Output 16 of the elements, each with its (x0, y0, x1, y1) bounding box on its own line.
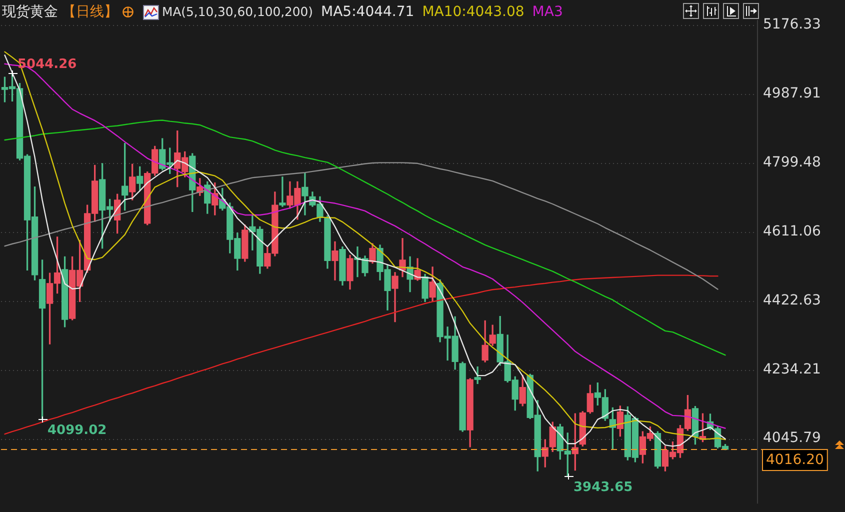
text: MA5:4044.71 (321, 3, 414, 21)
text: 3943.65 (574, 480, 633, 495)
y-tick-label: 4611.06 (763, 223, 821, 240)
text: MA10:4043.08 (422, 3, 524, 21)
text: MA3 (532, 3, 563, 21)
chart-title: 现货黄金 (2, 3, 58, 21)
text: 4099.02 (48, 422, 107, 438)
y-tick-label: 5176.33 (763, 16, 821, 33)
ref-line-label: 4016.20 (766, 452, 824, 468)
y-tick-label: 4987.91 (763, 86, 821, 102)
chart-subtitle: 【日线】 (62, 3, 118, 21)
y-tick-label: 4234.21 (763, 361, 821, 378)
legend-title: MA(5,10,30,60,100,200) (162, 3, 314, 21)
y-tick-label: 4045.79 (763, 430, 821, 446)
y-tick-label: 4422.63 (763, 292, 821, 308)
y-tick-label: 4799.48 (763, 154, 821, 170)
